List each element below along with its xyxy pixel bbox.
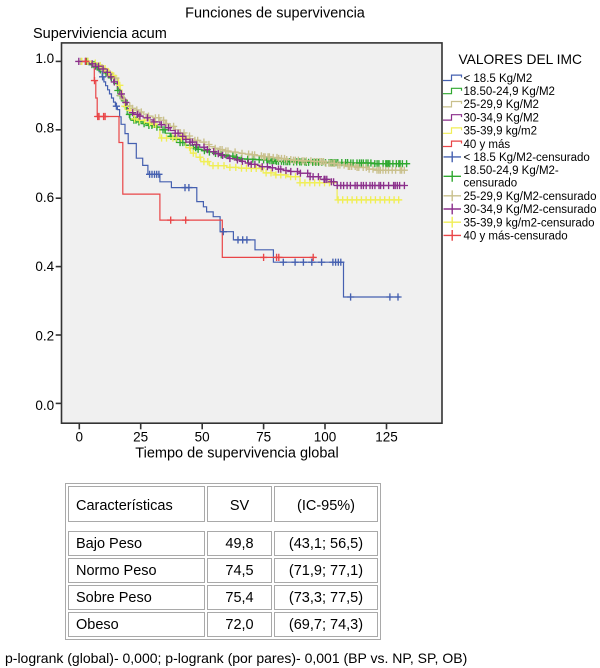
svg-text:Funciones de supervivencia: Funciones de supervivencia (185, 6, 366, 22)
svg-text:100: 100 (314, 430, 337, 445)
svg-text:75: 75 (256, 430, 271, 445)
svg-text:25-29,9 Kg/M2-censurado: 25-29,9 Kg/M2-censurado (464, 191, 597, 203)
svg-text:35-39,9 kg/m2: 35-39,9 kg/m2 (464, 126, 538, 138)
svg-text:25-29,9 Kg/M2: 25-29,9 Kg/M2 (464, 99, 539, 111)
svg-text:35-39,9 kg/m2-censurado: 35-39,9 kg/m2-censurado (464, 217, 595, 229)
svg-text:30-34,9 Kg/M2: 30-34,9 Kg/M2 (464, 112, 539, 124)
svg-text:VALORES DEL IMC: VALORES DEL IMC (459, 52, 582, 67)
svg-text:125: 125 (375, 430, 398, 445)
svg-text:18.50-24,9 Kg/M2: 18.50-24,9 Kg/M2 (464, 86, 555, 98)
svg-text:40 y más-censurado: 40 y más-censurado (464, 231, 568, 243)
svg-text:Tiempo de supervivencia global: Tiempo de supervivencia global (135, 446, 338, 462)
svg-text:1.0: 1.0 (35, 51, 54, 66)
svg-text:30-34,9 Kg/M2-censurado: 30-34,9 Kg/M2-censurado (464, 204, 597, 216)
svg-text:25: 25 (133, 430, 148, 445)
svg-text:0.6: 0.6 (35, 190, 54, 205)
svg-text:0: 0 (76, 430, 84, 445)
svg-text:40 y más: 40 y más (464, 139, 511, 151)
svg-text:< 18.5 Kg/M2: < 18.5 Kg/M2 (464, 73, 533, 85)
svg-text:0.4: 0.4 (35, 259, 54, 274)
svg-text:Superviviencia acum: Superviviencia acum (33, 26, 167, 42)
svg-text:0.2: 0.2 (35, 329, 54, 344)
svg-text:< 18.5 Kg/M2-censurado: < 18.5 Kg/M2-censurado (464, 152, 590, 164)
svg-text:18.50-24,9 Kg/M2-: 18.50-24,9 Kg/M2- (464, 165, 559, 177)
svg-text:0.0: 0.0 (35, 398, 54, 413)
svg-text:50: 50 (195, 430, 210, 445)
svg-text:0.8: 0.8 (35, 120, 54, 135)
svg-text:censurado: censurado (464, 178, 518, 190)
